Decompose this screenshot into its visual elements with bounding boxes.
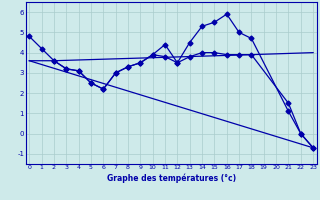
X-axis label: Graphe des températures (°c): Graphe des températures (°c) <box>107 173 236 183</box>
